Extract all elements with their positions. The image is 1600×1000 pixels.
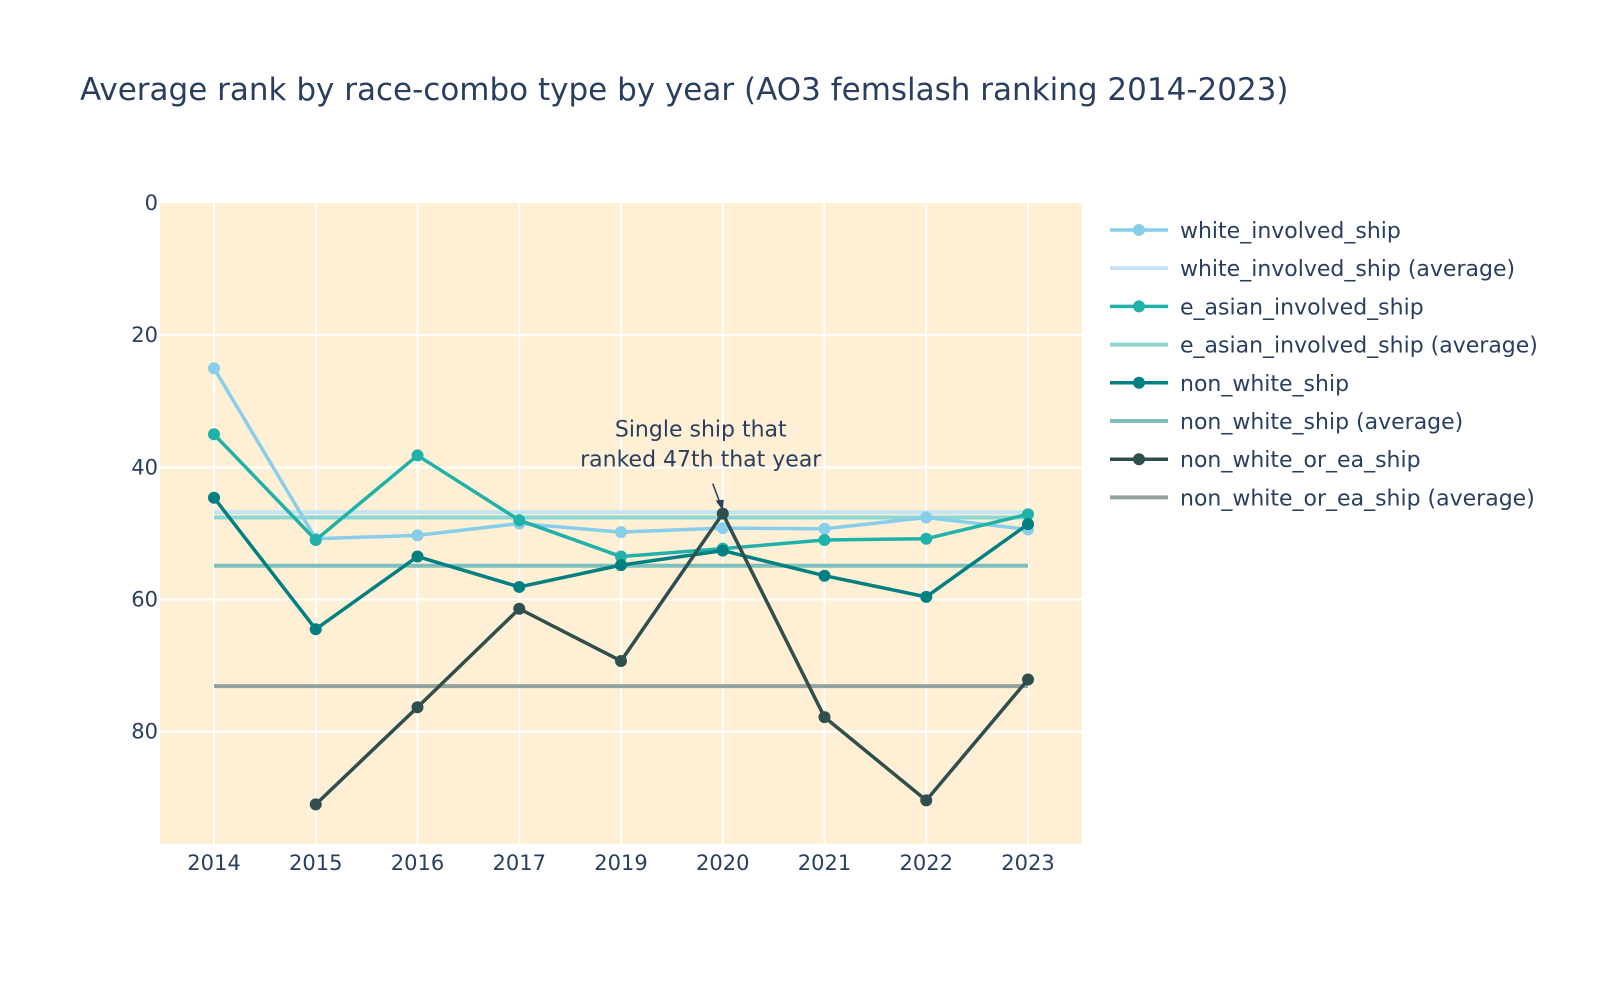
data-point: [513, 580, 526, 593]
data-point: [309, 798, 322, 811]
legend-marker: [1133, 376, 1145, 389]
data-point: [208, 428, 220, 441]
data-point: [411, 449, 424, 462]
data-point: [411, 701, 424, 714]
y-tick-label: 20: [131, 323, 158, 347]
data-point: [208, 362, 220, 375]
data-point: [716, 507, 729, 520]
annotation: Single ship that ranked 47th that year: [580, 418, 822, 511]
x-tick-label: 2014: [187, 851, 240, 875]
annotation-layer: Single ship that ranked 47th that year: [580, 418, 822, 511]
legend-item: e_asian_involved_ship: [1110, 295, 1424, 320]
x-tick-label: 2019: [594, 851, 647, 875]
legend-marker: [1133, 453, 1145, 466]
y-axis: 0 20 40 60 80: [131, 191, 158, 744]
legend-label: non_white_or_ea_ship (average): [1180, 486, 1535, 511]
legend-label: non_white_ship (average): [1180, 410, 1463, 435]
data-point: [818, 534, 831, 547]
data-point: [1022, 673, 1034, 686]
legend-item: non_white_ship (average): [1110, 410, 1463, 435]
data-point: [920, 511, 933, 524]
data-point: [818, 711, 831, 724]
legend-item: white_involved_ship: [1110, 219, 1401, 244]
legend: white_involved_ship white_involved_ship (…: [1110, 219, 1538, 511]
annotation-text: Single ship that: [615, 418, 787, 443]
legend-label: e_asian_involved_ship: [1180, 295, 1424, 320]
x-tick-label: 2020: [696, 851, 749, 875]
legend-marker: [1133, 224, 1145, 236]
data-point: [1022, 508, 1034, 521]
legend-item: white_involved_ship (average): [1110, 257, 1515, 282]
x-tick-label: 2022: [900, 851, 953, 875]
data-point: [513, 602, 526, 615]
data-point: [615, 654, 627, 667]
data-point: [818, 522, 831, 535]
data-point: [309, 534, 322, 547]
data-point: [716, 544, 729, 557]
data-point: [411, 529, 424, 542]
legend-item: non_white_or_ea_ship: [1110, 448, 1421, 473]
legend-label: white_involved_ship: [1180, 219, 1401, 244]
series-non-white-ship: [208, 491, 1034, 636]
data-point: [513, 514, 526, 527]
series-non-white-or-ea-ship: [309, 507, 1034, 811]
legend-item: e_asian_involved_ship (average): [1110, 334, 1538, 359]
y-tick-label: 60: [131, 587, 158, 611]
legend-label: non_white_or_ea_ship: [1180, 448, 1421, 473]
data-point: [920, 590, 933, 603]
data-point: [411, 550, 424, 563]
data-point: [1022, 518, 1034, 531]
x-tick-label: 2021: [798, 851, 851, 875]
data-point: [615, 526, 627, 539]
legend-item: non_white_or_ea_ship (average): [1110, 486, 1535, 511]
annotation-text: ranked 47th that year: [580, 448, 822, 473]
data-point: [615, 550, 627, 563]
data-point: [309, 623, 322, 636]
y-tick-label: 40: [131, 455, 158, 479]
y-tick-label: 0: [145, 191, 158, 215]
data-point: [920, 532, 933, 545]
annotation-arrowhead: [715, 499, 724, 511]
data-point: [615, 559, 627, 572]
x-axis: 2014 2015 2016 2017 2019 2020 2021 2022 2023: [187, 851, 1054, 875]
legend-label: e_asian_involved_ship (average): [1180, 334, 1538, 359]
data-point: [716, 522, 729, 535]
data-point: [208, 491, 220, 504]
y-tick-label: 80: [131, 720, 158, 744]
legend-label: non_white_ship: [1180, 372, 1349, 397]
legend-label: white_involved_ship (average): [1180, 257, 1515, 282]
series-line: [314, 511, 1030, 806]
legend-item: non_white_ship: [1110, 372, 1349, 397]
data-point: [818, 569, 831, 582]
x-tick-label: 2017: [493, 851, 546, 875]
x-tick-label: 2015: [289, 851, 342, 875]
series-layer: [208, 362, 1034, 811]
legend-marker: [1133, 300, 1145, 313]
x-tick-label: 2023: [1001, 851, 1054, 875]
x-tick-label: 2016: [391, 851, 444, 875]
chart-title: Average rank by race-combo type by year …: [80, 72, 1289, 108]
data-point: [920, 794, 933, 807]
